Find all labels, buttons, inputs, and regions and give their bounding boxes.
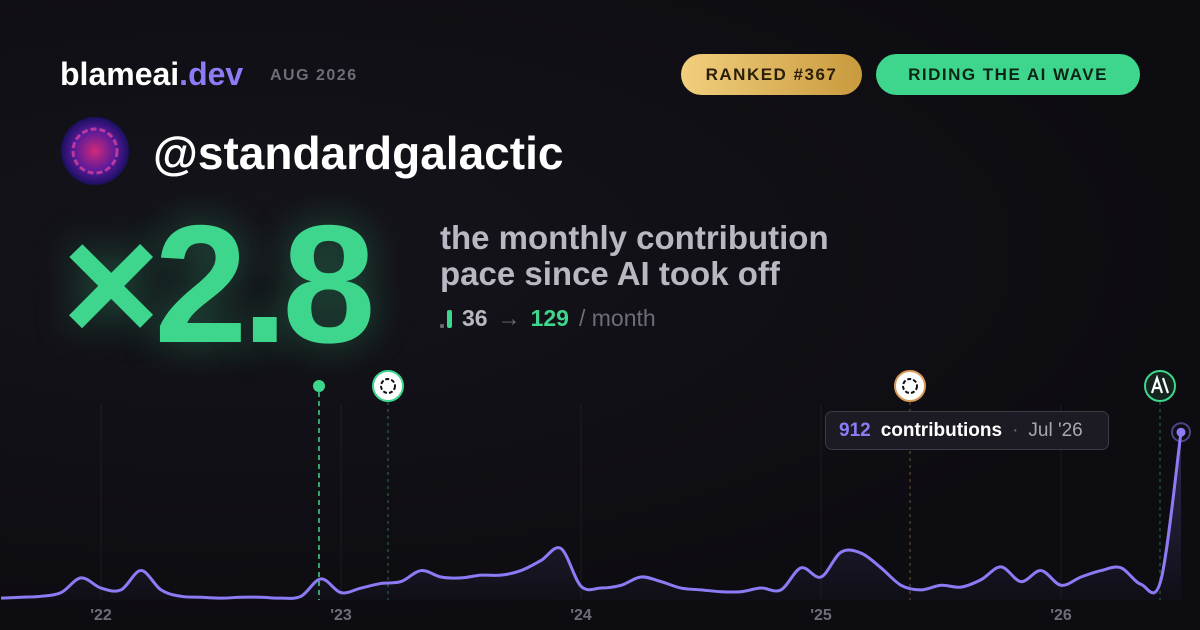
area [1,432,1181,600]
pace-before: 36 [462,305,488,331]
logo: blameai.dev [60,56,243,93]
x-tick-label: '26 [1050,607,1072,624]
tooltip-separator: · [1012,419,1019,441]
site-tld: .dev [179,56,244,92]
rank-badge: RANKED #367 [681,54,862,95]
pace-after: 129 [530,305,569,331]
avatar-pattern [71,127,119,175]
status-badge: RIDING THE AI WAVE [876,54,1140,95]
x-tick-label: '22 [90,607,112,624]
pace-icon [440,309,452,328]
tooltip-date: Jul '26 [1028,419,1083,441]
tooltip: 912 contributions · Jul '26 [825,411,1109,450]
caption-line: pace since AI took off [440,255,780,292]
pace: 36 → 129 / month [440,305,656,332]
avatar [61,117,129,185]
event-icon [1144,370,1176,402]
caption: the monthly contribution pace since AI to… [440,220,829,292]
peak-marker [1171,422,1191,443]
event-icon [894,370,926,402]
site-name: blameai [60,56,180,92]
line [0,431,1183,600]
peak-dot [1176,427,1186,437]
event-icon [372,370,404,402]
pace-unit: / month [578,305,656,331]
date: AUG 2026 [270,67,358,84]
x-tick-label: '25 [810,607,832,624]
tooltip-value: 912 [839,419,871,441]
caption-line: the monthly contribution [440,219,829,256]
tooltip-label: contributions [880,419,1003,441]
handle: @standardgalactic [153,127,564,179]
pace-arrow: → [497,305,521,331]
multiplier: ×2.8 [62,190,376,378]
x-tick-label: '23 [330,607,352,624]
event-dot [313,380,325,392]
x-tick-label: '24 [570,607,592,624]
